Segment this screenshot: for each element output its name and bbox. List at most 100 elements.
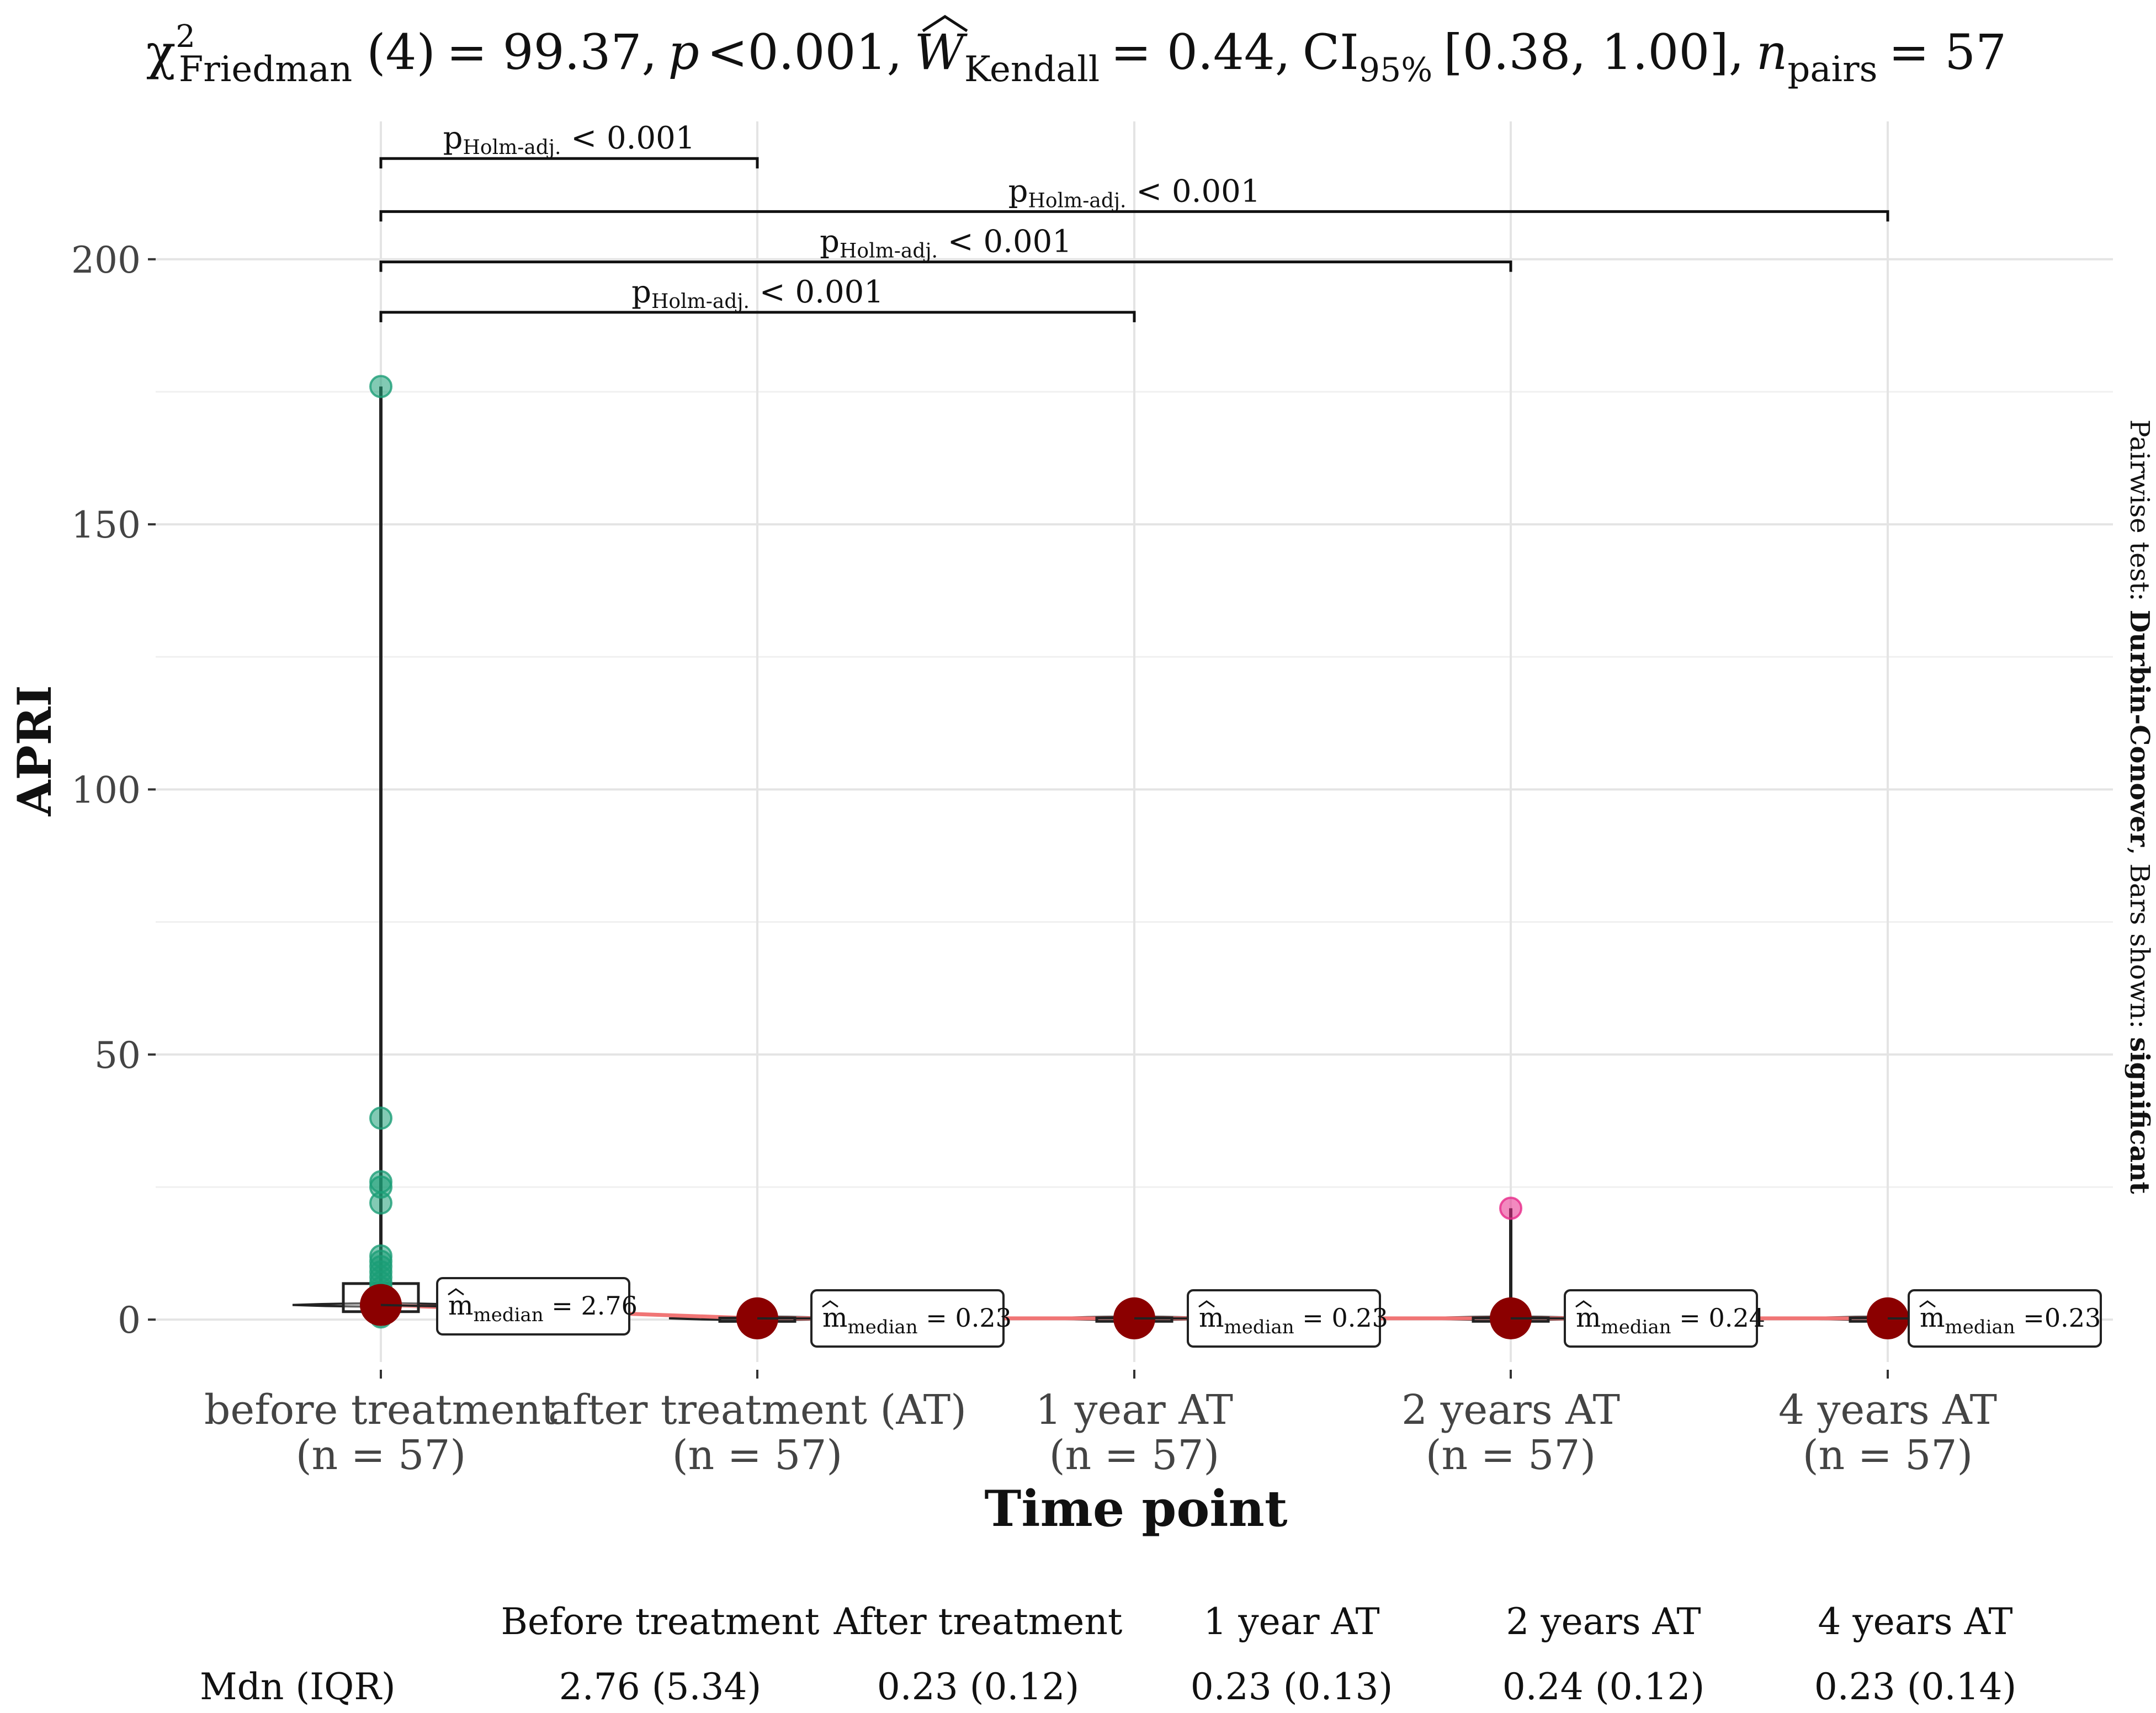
median-label-2: mmedian = 0.23 bbox=[1199, 1302, 1388, 1338]
x-tick-n-1: (n = 57) bbox=[672, 1432, 843, 1479]
table-value-3: 0.24 (0.12) bbox=[1502, 1666, 1705, 1708]
bracket-p-value-1: < 0.001 bbox=[1127, 173, 1261, 209]
title-w-sub: Kendall bbox=[964, 49, 1100, 90]
title-w-value: = 0.44, bbox=[1111, 24, 1291, 81]
table-header-4: 4 years AT bbox=[1818, 1600, 2013, 1643]
table-header-2: 1 year AT bbox=[1203, 1600, 1380, 1643]
x-tick-n-2: (n = 57) bbox=[1049, 1432, 1220, 1479]
bracket-0 bbox=[379, 157, 759, 169]
side-caption-shown: significant bbox=[2124, 1037, 2155, 1194]
bracket-label-1: pHolm-adj. < 0.001 bbox=[1008, 173, 1261, 212]
bracket-p-sub-2: Holm-adj. bbox=[840, 240, 938, 263]
bracket-p-value-2: < 0.001 bbox=[938, 224, 1072, 260]
median-label-box-0 bbox=[436, 1277, 630, 1336]
table-row-label: Mdn (IQR) bbox=[200, 1666, 396, 1708]
title-ci-sub: 95% bbox=[1359, 51, 1432, 89]
point-g0-0 bbox=[369, 375, 392, 398]
median-label-hat-4 bbox=[1919, 1300, 1936, 1308]
table-value-2: 0.23 (0.13) bbox=[1190, 1666, 1393, 1708]
side-caption-test: Durbin-Conover bbox=[2124, 610, 2155, 847]
bracket-p-value-3: < 0.001 bbox=[750, 274, 884, 310]
x-tick-label-3: 2 years AT bbox=[1401, 1386, 1620, 1434]
bracket-p-3: p bbox=[631, 274, 651, 310]
title-chi: χ bbox=[146, 24, 176, 81]
y-tick-label-200: 200 bbox=[71, 239, 141, 281]
title-ci-label: CI bbox=[1303, 24, 1359, 81]
title-chi-sub: Friedman bbox=[179, 49, 352, 90]
points bbox=[369, 375, 1522, 1329]
median-label-box-3 bbox=[1564, 1289, 1758, 1348]
table-header-3: 2 years AT bbox=[1506, 1600, 1701, 1643]
table-value-0: 2.76 (5.34) bbox=[559, 1666, 762, 1708]
title-n-label: n bbox=[1756, 24, 1788, 81]
x-tick-n-3: (n = 57) bbox=[1426, 1432, 1596, 1479]
bracket-p-value-0: < 0.001 bbox=[561, 120, 695, 156]
median-label-value-4: =0.23 bbox=[2015, 1303, 2101, 1333]
y-tick-label-0: 0 bbox=[118, 1299, 141, 1342]
side-caption-middle: , Bars shown: bbox=[2124, 847, 2155, 1037]
bracket-p-sub-3: Holm-adj. bbox=[651, 290, 750, 313]
y-tick-label-50: 50 bbox=[94, 1034, 141, 1077]
title-w-label: W bbox=[914, 24, 968, 81]
median-label-hat-1 bbox=[822, 1300, 838, 1308]
median-label-sub-2: median bbox=[1224, 1316, 1294, 1338]
median-label-sub-0: median bbox=[474, 1304, 544, 1326]
title-ci-value: [0.38, 1.00], bbox=[1443, 24, 1744, 81]
x-tick-n-0: (n = 57) bbox=[296, 1432, 466, 1479]
bracket-label-3: pHolm-adj. < 0.001 bbox=[631, 274, 884, 313]
chart: χ2 Friedman (4) = 99.37, p <0.001, WKendall = 0… bbox=[7, 15, 2155, 1538]
title-w-hat bbox=[922, 15, 968, 33]
median-label-m-4: m bbox=[1920, 1302, 1945, 1333]
title-chi-sup: 2 bbox=[176, 19, 195, 55]
median-label-0: mmedian = 2.76 bbox=[448, 1290, 638, 1326]
x-tick-label-1: after treatment (AT) bbox=[548, 1386, 967, 1434]
point-g0-1 bbox=[369, 1106, 392, 1130]
table-value-1: 0.23 (0.12) bbox=[877, 1666, 1080, 1708]
median-label-m-0: m bbox=[448, 1290, 474, 1321]
table-value-4: 0.23 (0.14) bbox=[1814, 1666, 2017, 1708]
y-tick-label-100: 100 bbox=[71, 769, 141, 811]
side-caption-prefix: Pairwise test: bbox=[2124, 419, 2155, 610]
point-g0-4 bbox=[369, 1191, 392, 1215]
bracket-p-sub-0: Holm-adj. bbox=[463, 136, 561, 159]
median-label-3: mmedian = 0.24 bbox=[1576, 1302, 1765, 1338]
title-stat: = 99.37, bbox=[447, 24, 657, 81]
bracket-label-0: pHolm-adj. < 0.001 bbox=[443, 120, 695, 159]
y-axis-label: APRI bbox=[7, 685, 62, 816]
title-p-label: p bbox=[668, 24, 699, 81]
median-label-sub-4: median bbox=[1945, 1316, 2015, 1338]
title-n-value: = 57 bbox=[1888, 24, 2006, 81]
bracket-p-2: p bbox=[820, 224, 840, 260]
median-label-value-2: = 0.23 bbox=[1294, 1303, 1388, 1333]
median-label-value-1: = 0.23 bbox=[918, 1303, 1012, 1333]
y-tick-label-150: 150 bbox=[71, 504, 141, 546]
median-label-box-2 bbox=[1187, 1289, 1381, 1348]
title-n-sub: pairs bbox=[1787, 49, 1877, 90]
x-tick-label-2: 1 year AT bbox=[1035, 1386, 1233, 1434]
median-label-leader-0 bbox=[380, 1304, 438, 1307]
x-axis-label: Time point bbox=[984, 1480, 1288, 1538]
median-label-m-2: m bbox=[1199, 1302, 1224, 1333]
median-labels: mmedian = 2.76 mmedian = 0.23 mmedian = 0.… bbox=[380, 1277, 2102, 1348]
median-label-value-0: = 2.76 bbox=[544, 1291, 638, 1321]
median-label-sub-1: median bbox=[848, 1316, 918, 1338]
bracket-p-0: p bbox=[443, 120, 463, 156]
title-df: (4) bbox=[367, 24, 436, 81]
median-label-hat-2 bbox=[1198, 1300, 1215, 1308]
x-tick-label-4: 4 years AT bbox=[1778, 1386, 1997, 1434]
bracket-p-1: p bbox=[1008, 173, 1028, 209]
table-header-0: Before treatment bbox=[501, 1600, 820, 1643]
median-label-sub-3: median bbox=[1601, 1316, 1671, 1338]
bracket-1 bbox=[379, 210, 1889, 222]
median-label-box-4 bbox=[1908, 1289, 2102, 1348]
median-label-m-3: m bbox=[1576, 1302, 1601, 1333]
table-header-1: After treatment bbox=[833, 1600, 1123, 1643]
median-label-hat-3 bbox=[1575, 1300, 1592, 1308]
title-p-value: <0.001, bbox=[707, 24, 902, 81]
bracket-label-2: pHolm-adj. < 0.001 bbox=[820, 224, 1072, 263]
bracket-3 bbox=[379, 311, 1136, 322]
x-tick-label-0: before treatment bbox=[204, 1386, 557, 1434]
median-label-m-1: m bbox=[822, 1302, 848, 1333]
point-g3-0 bbox=[1499, 1196, 1522, 1220]
